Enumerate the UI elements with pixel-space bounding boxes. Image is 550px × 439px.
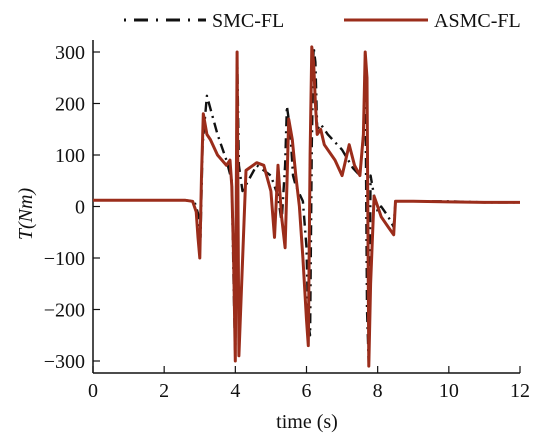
x-axis-title: time (s)	[276, 411, 338, 433]
x-tick-label: 12	[510, 380, 530, 402]
x-tick-label: 6	[302, 380, 312, 402]
y-axis-title: T(Nm)	[15, 188, 37, 241]
y-tick-label: −200	[44, 300, 85, 322]
y-tick-label: 0	[75, 197, 85, 219]
y-tick-label: −300	[44, 351, 85, 373]
series-layer	[93, 45, 520, 368]
x-tick-label: 0	[88, 380, 98, 402]
x-ticks: 0 2 4 6 8 10 12	[88, 366, 530, 402]
x-tick-label: 4	[230, 380, 240, 402]
legend-label-smc-fl: SMC-FL	[212, 10, 284, 32]
y-tick-label: 300	[55, 42, 85, 64]
y-ticks: 300 200 100 0 −100 −200 −300	[44, 42, 100, 373]
y-tick-label: 100	[55, 145, 85, 167]
legend-label-asmc-fl: ASMC-FL	[434, 10, 521, 32]
x-tick-label: 2	[159, 380, 169, 402]
x-tick-label: 8	[373, 380, 383, 402]
y-tick-label: 200	[55, 94, 85, 116]
x-tick-label: 10	[439, 380, 459, 402]
series-line-asmc-fl	[93, 45, 520, 368]
y-tick-label: −100	[44, 248, 85, 270]
legend: SMC-FL ASMC-FL	[124, 10, 521, 32]
